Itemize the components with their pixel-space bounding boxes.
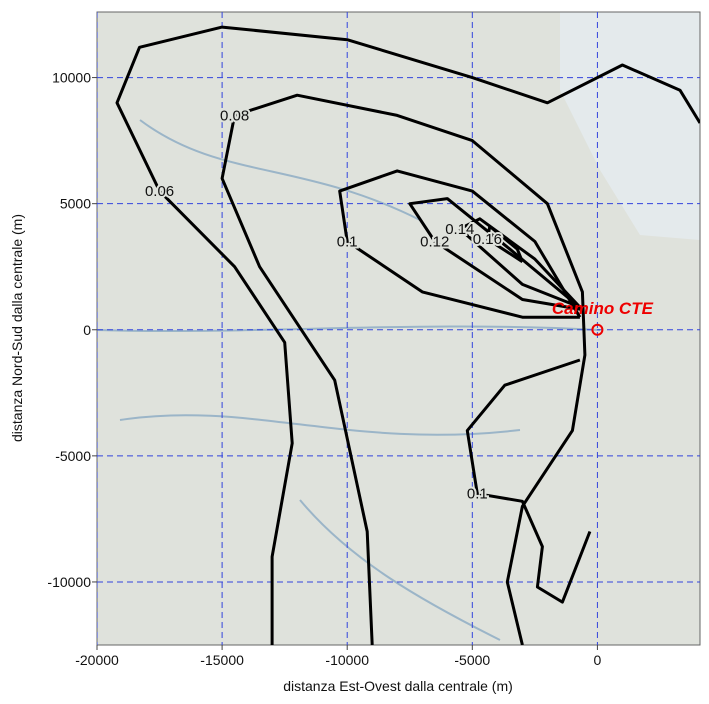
x-tick-label: -20000: [75, 652, 119, 668]
chart: distanza Est-Ovest dalla centrale (m) di…: [0, 0, 709, 699]
y-tick-label: 10000: [52, 70, 91, 86]
contour-label: 0.1: [467, 486, 488, 503]
x-tick-label: -5000: [454, 652, 490, 668]
y-tick-label: 5000: [60, 196, 91, 212]
x-tick-label: -10000: [325, 652, 369, 668]
contour-label: 0.1: [337, 233, 358, 250]
y-tick-label: -5000: [55, 448, 91, 464]
x-tick-label: 0: [594, 652, 602, 668]
x-tick-label: -15000: [200, 652, 244, 668]
y-axis-label: distanza Nord-Sud dalla centrale (m): [9, 214, 25, 442]
contour-label: 0.08: [220, 107, 249, 124]
y-tick-label: 0: [83, 322, 91, 338]
annotation: Camino CTE: [552, 299, 654, 318]
y-tick-label: -10000: [47, 574, 91, 590]
contour-label: 0.14: [445, 221, 474, 238]
contour-label: 0.06: [145, 183, 174, 200]
contour-label: 0.16: [473, 231, 502, 248]
x-axis-label: distanza Est-Ovest dalla centrale (m): [283, 678, 513, 694]
